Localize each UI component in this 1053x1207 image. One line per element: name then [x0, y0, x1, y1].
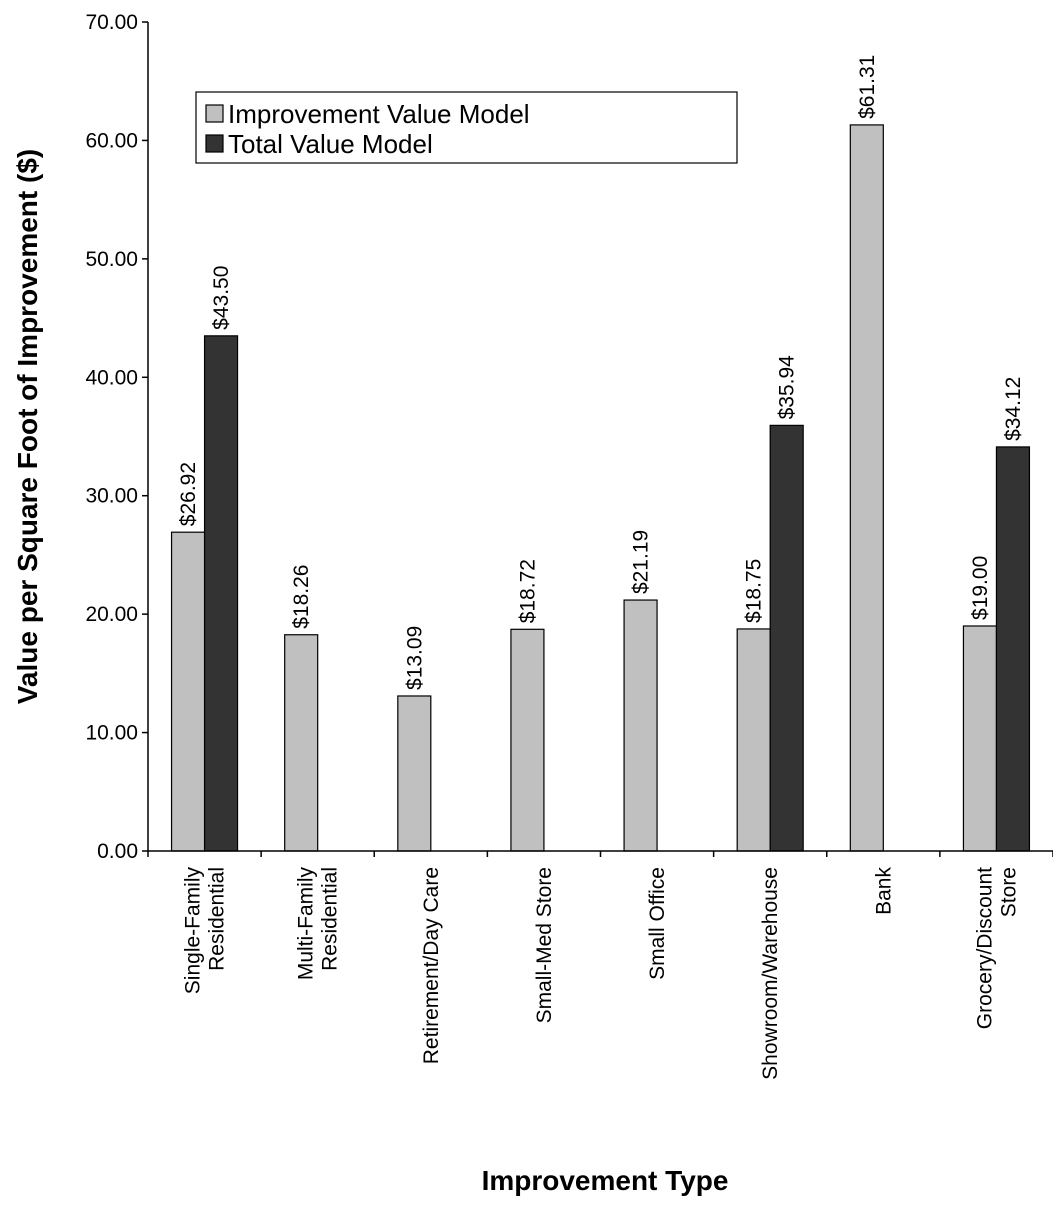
category-label: Store [997, 867, 1020, 917]
data-label: $18.72 [516, 559, 539, 623]
category-label: Multi-Family [295, 867, 318, 981]
legend-label-improvement: Improvement Value Model [228, 99, 530, 129]
data-label: $34.12 [1002, 377, 1025, 441]
category-label: Showroom/Warehouse [759, 867, 782, 1080]
bars-layer [170, 124, 1031, 852]
bar-total [995, 446, 1031, 852]
category-label: Residential [319, 867, 342, 971]
y-tick-label: 60.00 [85, 129, 138, 152]
bar-improvement [397, 695, 432, 852]
bar-improvement [510, 628, 545, 852]
data-label: $43.50 [210, 266, 233, 330]
legend-label-total: Total Value Model [228, 129, 433, 159]
data-label: $19.00 [969, 556, 992, 620]
category-label: Single-Family [182, 867, 205, 995]
legend-box [195, 91, 738, 164]
category-labels: Single-Family Residential Multi-Family Resi… [182, 867, 1021, 1080]
data-label: $18.75 [743, 559, 766, 623]
y-tick-label: 40.00 [85, 366, 138, 389]
bar-improvement [962, 625, 998, 852]
y-tick-label: 0.00 [97, 840, 138, 863]
category-label: Bank [872, 867, 895, 915]
bar-total [769, 424, 804, 852]
data-label: $35.94 [776, 355, 799, 420]
y-tick-label: 30.00 [85, 485, 138, 508]
bar-total [203, 335, 239, 852]
y-tick-label: 50.00 [85, 248, 138, 271]
labels-layer: $26.92 $43.50 $18.26 $13.09 $18.72 $21.19 $18.… [177, 55, 1025, 690]
y-tick-label: 70.00 [85, 11, 138, 34]
bar-improvement [170, 531, 206, 852]
y-axis-title: Value per Square Foot of Improvement ($) [12, 149, 43, 704]
legend-swatch-total [205, 134, 224, 153]
ticks-layer: 0.00 10.00 20.00 30.00 40.00 50.00 60.00 70.00 [85, 11, 1053, 863]
category-label: Small-Med Store [533, 867, 556, 1023]
category-label: Grocery/Discount [973, 867, 996, 1029]
category-label: Retirement/Day Care [420, 867, 443, 1064]
data-label: $18.26 [290, 565, 313, 629]
data-label: $26.92 [177, 462, 200, 526]
bar-improvement [849, 124, 884, 852]
x-axis-title: Improvement Type [482, 1165, 729, 1196]
legend: Improvement Value Model Total Value Mode… [195, 91, 738, 164]
legend-swatch-improvement [205, 104, 224, 123]
category-label: Residential [206, 867, 229, 971]
bar-improvement [736, 628, 771, 852]
category-label: Small Office [646, 867, 669, 980]
data-label: $21.19 [630, 530, 653, 594]
bar-improvement [284, 634, 319, 852]
y-tick-label: 20.00 [85, 603, 138, 626]
data-label: $61.31 [856, 55, 879, 119]
y-tick-label: 10.00 [85, 722, 138, 745]
data-label: $13.09 [403, 626, 426, 690]
bar-improvement [623, 599, 658, 852]
